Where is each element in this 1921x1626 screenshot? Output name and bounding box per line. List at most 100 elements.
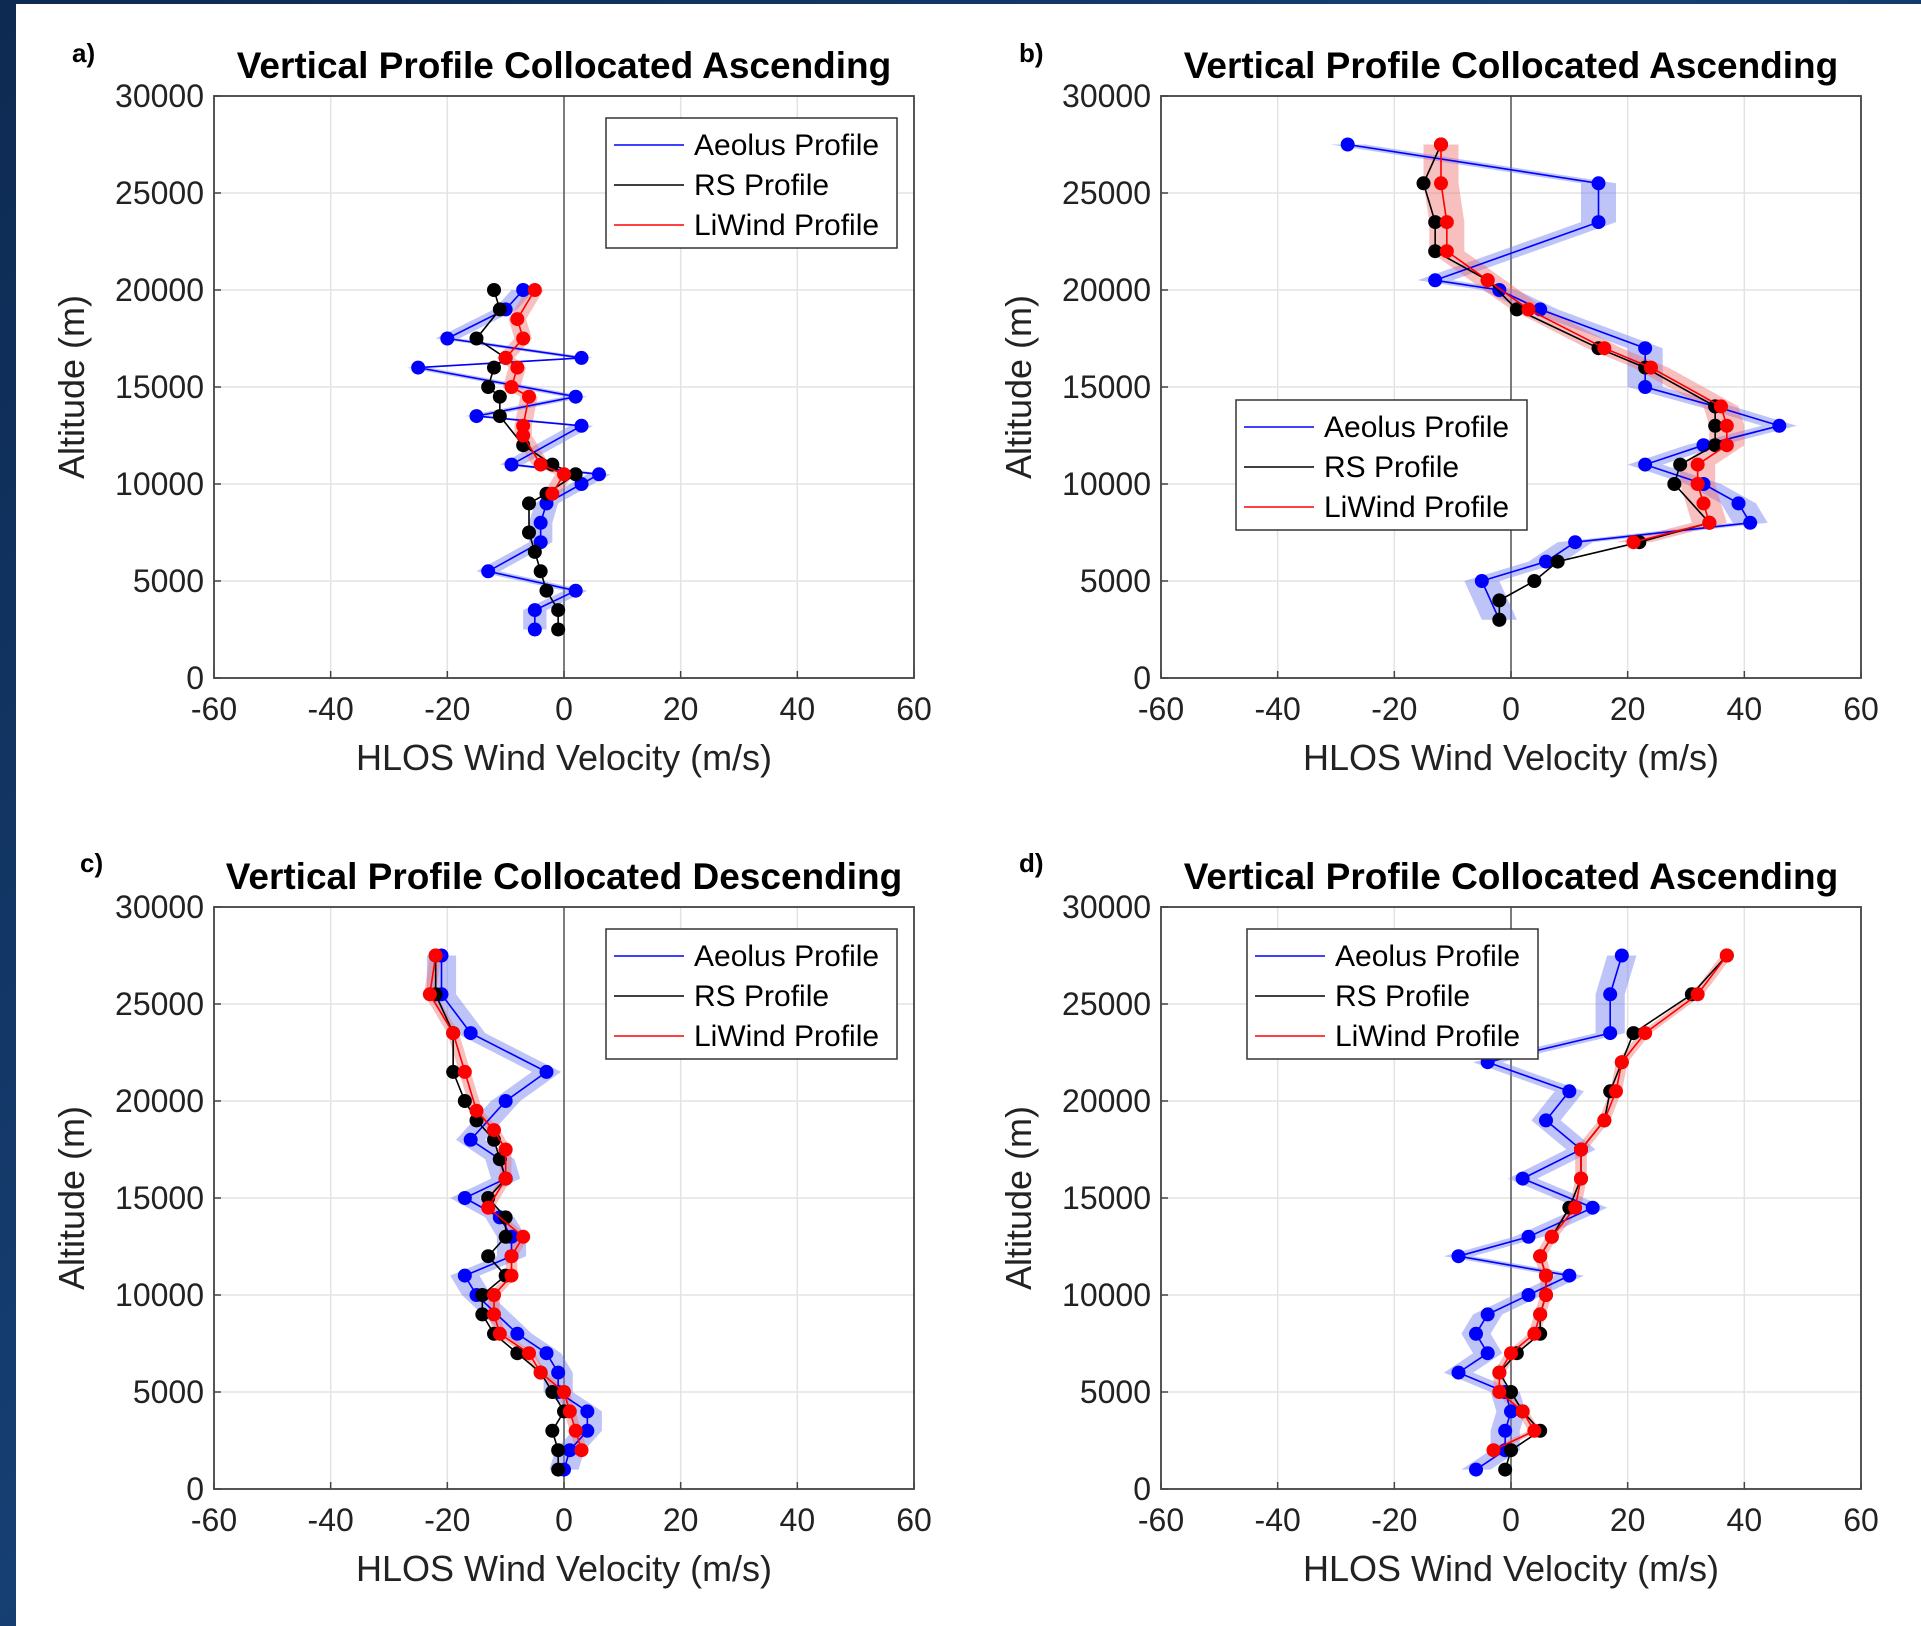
data-point [533,1365,548,1380]
x-tick-label: 60 [1843,691,1879,727]
y-tick-label: 20000 [1062,272,1151,308]
chart-title: Vertical Profile Collocated Ascending [1184,45,1839,86]
data-point [1638,1026,1653,1041]
data-point [574,1443,589,1458]
uncertainty-band-1 [1443,955,1637,1470]
y-tick-label: 20000 [1062,1083,1151,1119]
data-point [1527,574,1542,588]
data-point [1562,1084,1577,1099]
x-tick-label: 0 [1502,1502,1520,1538]
data-point [551,622,566,637]
data-point [1504,1443,1518,1458]
data-point [1644,360,1658,375]
data-point [1515,1404,1530,1419]
data-point [1574,1171,1588,1186]
x-axis-label: HLOS Wind Velocity (m/s) [356,1548,772,1589]
figure: a) Vertical Profile Collocated Ascending -… [16,4,1921,1626]
panel-4: d) Vertical Profile Collocated Ascending -… [998,848,1879,1589]
data-point [1439,215,1454,230]
y-tick-label: 0 [186,660,204,696]
x-axis-label: HLOS Wind Velocity (m/s) [356,737,772,778]
data-point [592,467,606,482]
data-point [510,312,525,327]
data-point [1509,302,1524,317]
data-point [475,1288,490,1302]
data-point [580,1404,595,1419]
series-line-3 [1440,144,1728,543]
data-point [545,1385,560,1399]
data-point [1498,1462,1513,1477]
data-point [1504,1346,1518,1361]
data-point [440,331,455,346]
data-point [527,544,542,559]
y-tick-label: 30000 [115,889,204,925]
data-point [1451,1365,1466,1380]
y-tick-label: 0 [1133,1471,1151,1507]
legend-entry: LiWind Profile [1324,491,1509,524]
data-point [1568,1200,1583,1215]
legend-entry: Aeolus Profile [694,940,879,973]
legend-box [1235,399,1528,531]
x-tick-label: 20 [663,691,699,727]
x-tick-label: -20 [424,1502,470,1538]
y-tick-label: 25000 [115,175,204,211]
data-point [1521,1288,1536,1302]
x-tick-label: 20 [1610,691,1646,727]
data-point [516,283,531,297]
series-layer [1330,137,1797,627]
data-point [1469,1462,1483,1477]
data-point [557,1385,571,1399]
y-tick-label: 25000 [1062,986,1151,1022]
data-point [562,1443,577,1458]
uncertainty-band-3 [1423,144,1745,543]
panel-label: b) [1019,38,1044,68]
x-tick-label: -60 [191,691,237,727]
data-point [1667,477,1682,491]
data-point [469,331,484,346]
y-tick-label: 15000 [1062,1180,1151,1216]
y-axis-label: Altitude (m) [998,1106,1039,1290]
y-tick-label: 25000 [1062,175,1151,211]
data-point [1638,380,1653,394]
data-point [1492,1365,1507,1380]
x-tick-label: 40 [780,691,816,727]
uncertainty-band-3 [496,290,573,494]
data-point [492,302,507,317]
data-point [446,1026,461,1041]
data-point [1719,418,1734,433]
data-point [1416,176,1431,191]
data-point [516,331,531,346]
data-point [428,948,443,963]
data-point [1719,438,1734,453]
data-point [1626,1026,1641,1041]
data-point [481,564,496,579]
data-point [498,1171,513,1186]
data-point [1690,457,1705,472]
data-point [574,350,589,365]
data-point [551,1365,566,1380]
data-point [527,622,542,637]
data-point [1550,554,1565,569]
data-point [551,1443,566,1458]
data-point [481,380,496,394]
data-point [457,1191,472,1205]
data-point [1638,341,1653,356]
y-axis-label: Altitude (m) [51,295,92,479]
y-tick-label: 20000 [115,272,204,308]
data-point [551,1462,566,1477]
uncertainty-band-1 [426,955,602,1470]
y-tick-label: 10000 [115,466,204,502]
data-point [422,987,437,1002]
series-line-1 [1456,955,1623,1471]
series-line-1 [440,955,589,1470]
legend: Aeolus Profile RS Profile LiWind Profile [605,928,898,1060]
data-point [1696,496,1711,511]
data-point [1719,948,1734,963]
chart-title: Vertical Profile Collocated Descending [226,856,902,897]
data-point [1340,137,1355,152]
x-axis-label: HLOS Wind Velocity (m/s) [1303,737,1719,778]
panel-label: a) [72,38,95,68]
data-point [533,457,548,472]
x-tick-label: -20 [1371,1502,1417,1538]
data-point [510,1326,525,1341]
